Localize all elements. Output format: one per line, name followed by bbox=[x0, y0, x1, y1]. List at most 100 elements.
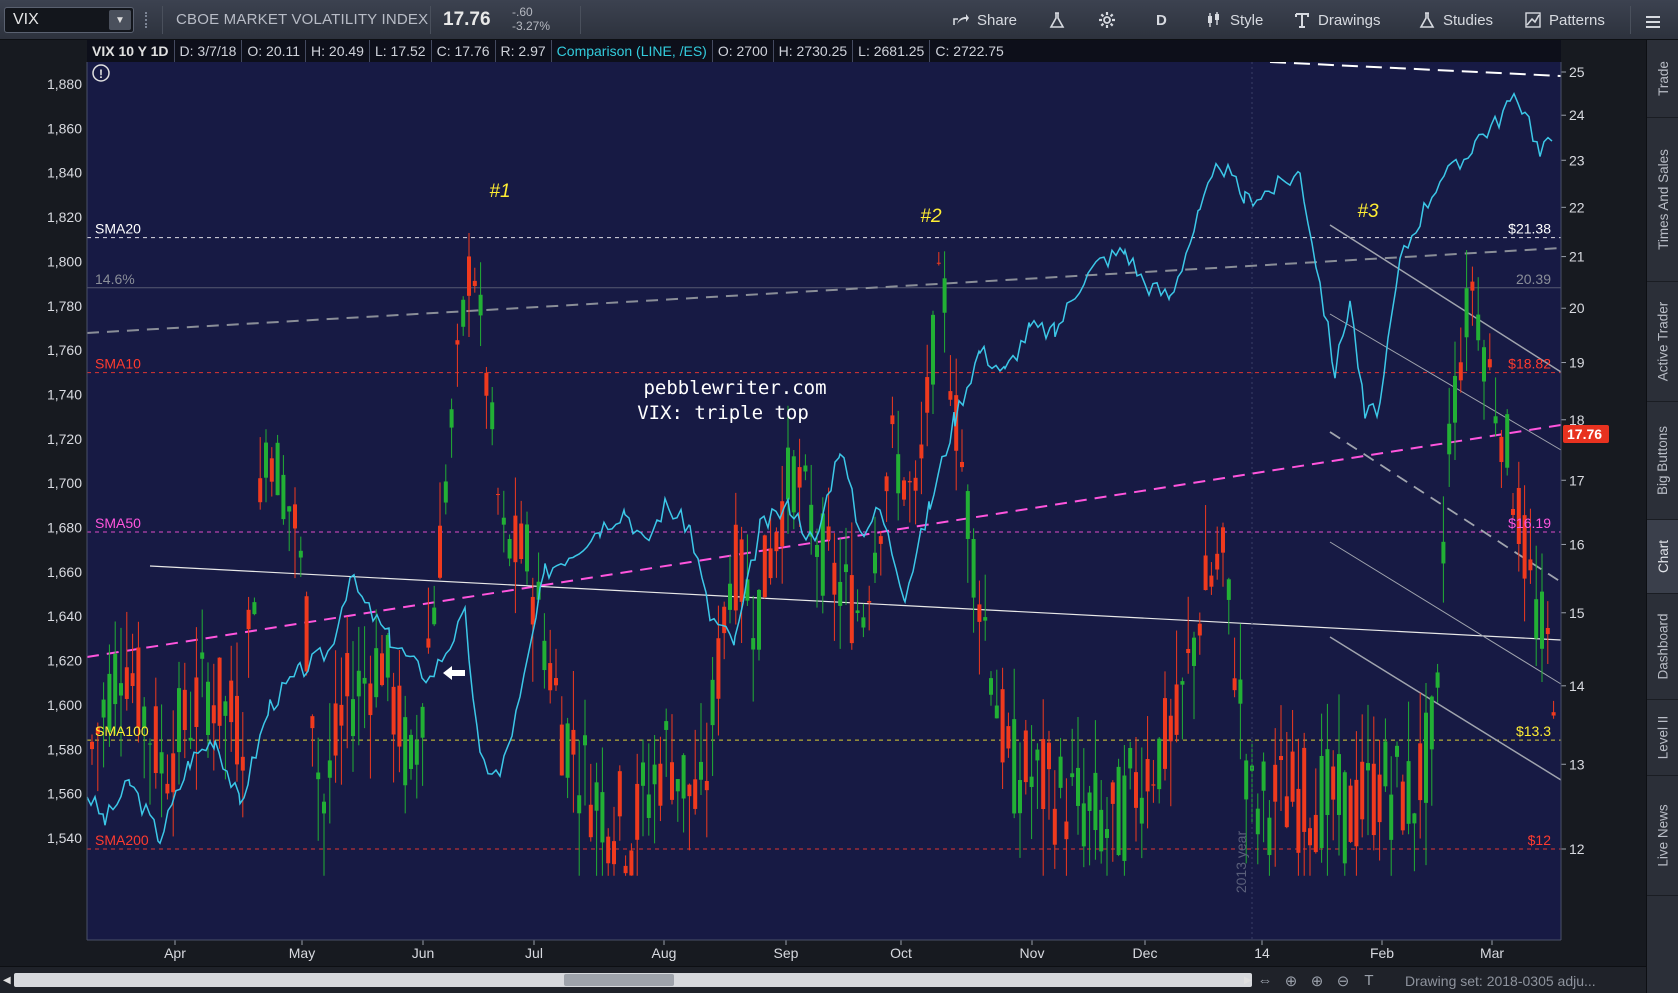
menu-button[interactable] bbox=[1644, 10, 1662, 34]
sidebar-tab-label: Big Buttons bbox=[1655, 425, 1671, 496]
candle-body bbox=[1522, 515, 1527, 579]
candle-body bbox=[316, 772, 321, 780]
bar-close: C: 17.76 bbox=[432, 40, 496, 62]
candle-body bbox=[1296, 788, 1301, 853]
x-axis-tick: Aug bbox=[652, 945, 677, 961]
flask-button[interactable] bbox=[1048, 8, 1066, 32]
share-button[interactable]: Share bbox=[952, 8, 1017, 32]
candle-body bbox=[1203, 555, 1208, 591]
patterns-button[interactable]: Patterns bbox=[1524, 8, 1605, 32]
candle-body bbox=[409, 734, 413, 769]
candle-body bbox=[113, 653, 118, 705]
candle-body bbox=[1511, 508, 1515, 515]
trend-line-drawing[interactable] bbox=[1269, 62, 1562, 77]
expand-icon[interactable]: ⇔ bbox=[1257, 972, 1273, 989]
settings-button[interactable] bbox=[1098, 8, 1116, 32]
candle-body bbox=[722, 606, 727, 634]
candle-body bbox=[994, 705, 999, 719]
candle-body bbox=[1389, 794, 1394, 840]
candle-body bbox=[786, 447, 790, 500]
candle-body bbox=[600, 792, 605, 843]
trend-line-drawing[interactable] bbox=[149, 565, 1562, 641]
drag-handle-icon[interactable] bbox=[145, 12, 151, 28]
trend-line-drawing[interactable] bbox=[1329, 313, 1562, 451]
sidebar-tab-big-buttons[interactable]: Big Buttons bbox=[1647, 402, 1678, 520]
candle-body bbox=[490, 402, 495, 430]
candle-body bbox=[1453, 375, 1457, 423]
candle-body bbox=[1325, 749, 1330, 816]
candle-body bbox=[1012, 719, 1017, 814]
candle-body bbox=[443, 481, 448, 503]
candle-body bbox=[107, 673, 112, 732]
symbol-dropdown-button[interactable]: ▼ bbox=[109, 10, 131, 30]
time-scrollbar[interactable] bbox=[14, 973, 1252, 987]
x-axis-tick: Nov bbox=[1020, 945, 1045, 961]
sidebar-tab-chart[interactable]: Chart bbox=[1647, 520, 1678, 594]
left-axis-tick: 1,560 bbox=[47, 786, 82, 802]
x-axis-tick: Apr bbox=[164, 945, 186, 961]
candle-body bbox=[1105, 829, 1109, 838]
candle-body bbox=[902, 480, 906, 500]
zoom-in-icon[interactable]: ⊕ bbox=[1310, 973, 1324, 990]
sidebar-tab-level-ii[interactable]: Level II bbox=[1647, 700, 1678, 776]
candle-body bbox=[211, 705, 216, 724]
level-label: SMA200 bbox=[95, 832, 149, 848]
price-chart[interactable]: 1,880 1,860 1,840 1,820 1,800 1,780 1,760 1,740… bbox=[0, 62, 1646, 988]
candle-body bbox=[1377, 774, 1382, 823]
candle-body bbox=[757, 589, 761, 650]
drawings-button[interactable]: Drawings bbox=[1293, 8, 1381, 32]
trend-line-drawing[interactable] bbox=[1329, 541, 1562, 685]
candle-body bbox=[989, 678, 993, 695]
sidebar-tab-times-and-sales[interactable]: Times And Sales bbox=[1647, 118, 1678, 282]
left-axis-tick: 1,580 bbox=[47, 741, 82, 757]
candle-body bbox=[1516, 487, 1521, 544]
zoom-out-icon[interactable]: ⊖ bbox=[1336, 973, 1350, 990]
candle-body bbox=[1487, 359, 1492, 368]
candle-body bbox=[1116, 766, 1121, 856]
left-axis-tick: 1,720 bbox=[47, 431, 82, 447]
candle-body bbox=[368, 683, 373, 716]
x-axis-tick: Mar bbox=[1480, 945, 1504, 961]
candle-body bbox=[675, 779, 680, 792]
candle-body bbox=[304, 596, 309, 672]
candle-body bbox=[803, 465, 808, 472]
peak-label: #1 bbox=[489, 181, 510, 202]
trend-line-drawing[interactable] bbox=[1329, 636, 1562, 781]
candle-body bbox=[298, 550, 303, 558]
level-label: SMA100 bbox=[95, 723, 149, 739]
candle-body bbox=[1087, 792, 1092, 811]
trend-line-drawing[interactable] bbox=[1329, 224, 1562, 373]
sidebar-tab-dashboard[interactable]: Dashboard bbox=[1647, 594, 1678, 700]
sidebar-tab-trade[interactable]: Trade bbox=[1647, 40, 1678, 118]
candle-body bbox=[693, 779, 698, 809]
candle-body bbox=[594, 782, 599, 811]
flask-icon bbox=[1419, 12, 1435, 28]
sidebar-tab-active-trader[interactable]: Active Trader bbox=[1647, 282, 1678, 402]
scroll-right-icon[interactable]: ▶ bbox=[1244, 975, 1252, 986]
left-axis-tick: 1,860 bbox=[47, 120, 82, 136]
sidebar-tab-label: Chart bbox=[1655, 539, 1671, 574]
trend-line-drawing[interactable] bbox=[1329, 431, 1562, 583]
scrollbar-thumb[interactable] bbox=[564, 974, 674, 986]
text-tool-icon[interactable]: T bbox=[1364, 972, 1374, 989]
symbol-input[interactable]: VIX ▼ bbox=[4, 7, 134, 33]
candle-body bbox=[206, 681, 210, 736]
studies-label: Studies bbox=[1443, 11, 1494, 29]
candle-body bbox=[931, 314, 935, 385]
candle-body bbox=[1221, 527, 1225, 553]
candle-body bbox=[1290, 751, 1295, 802]
scroll-left-icon[interactable]: ◀ bbox=[3, 975, 11, 986]
right-axis-tick: 25 bbox=[1569, 64, 1585, 80]
candle-body bbox=[960, 461, 964, 468]
candle-body bbox=[438, 525, 442, 578]
current-price-tag bbox=[1563, 424, 1609, 443]
sidebar-tab-live-news[interactable]: Live News bbox=[1647, 776, 1678, 896]
studies-button[interactable]: Studies bbox=[1418, 8, 1493, 32]
alert-icon[interactable] bbox=[92, 64, 110, 82]
style-button[interactable]: Style bbox=[1205, 8, 1263, 32]
candle-body bbox=[281, 474, 286, 520]
period-button[interactable]: D bbox=[1156, 8, 1167, 32]
crosshair-icon[interactable]: ⊕ bbox=[1284, 973, 1298, 990]
drawing-set-label[interactable]: Drawing set: 2018-0305 adju... bbox=[1405, 973, 1596, 989]
candle-body bbox=[1424, 712, 1428, 803]
